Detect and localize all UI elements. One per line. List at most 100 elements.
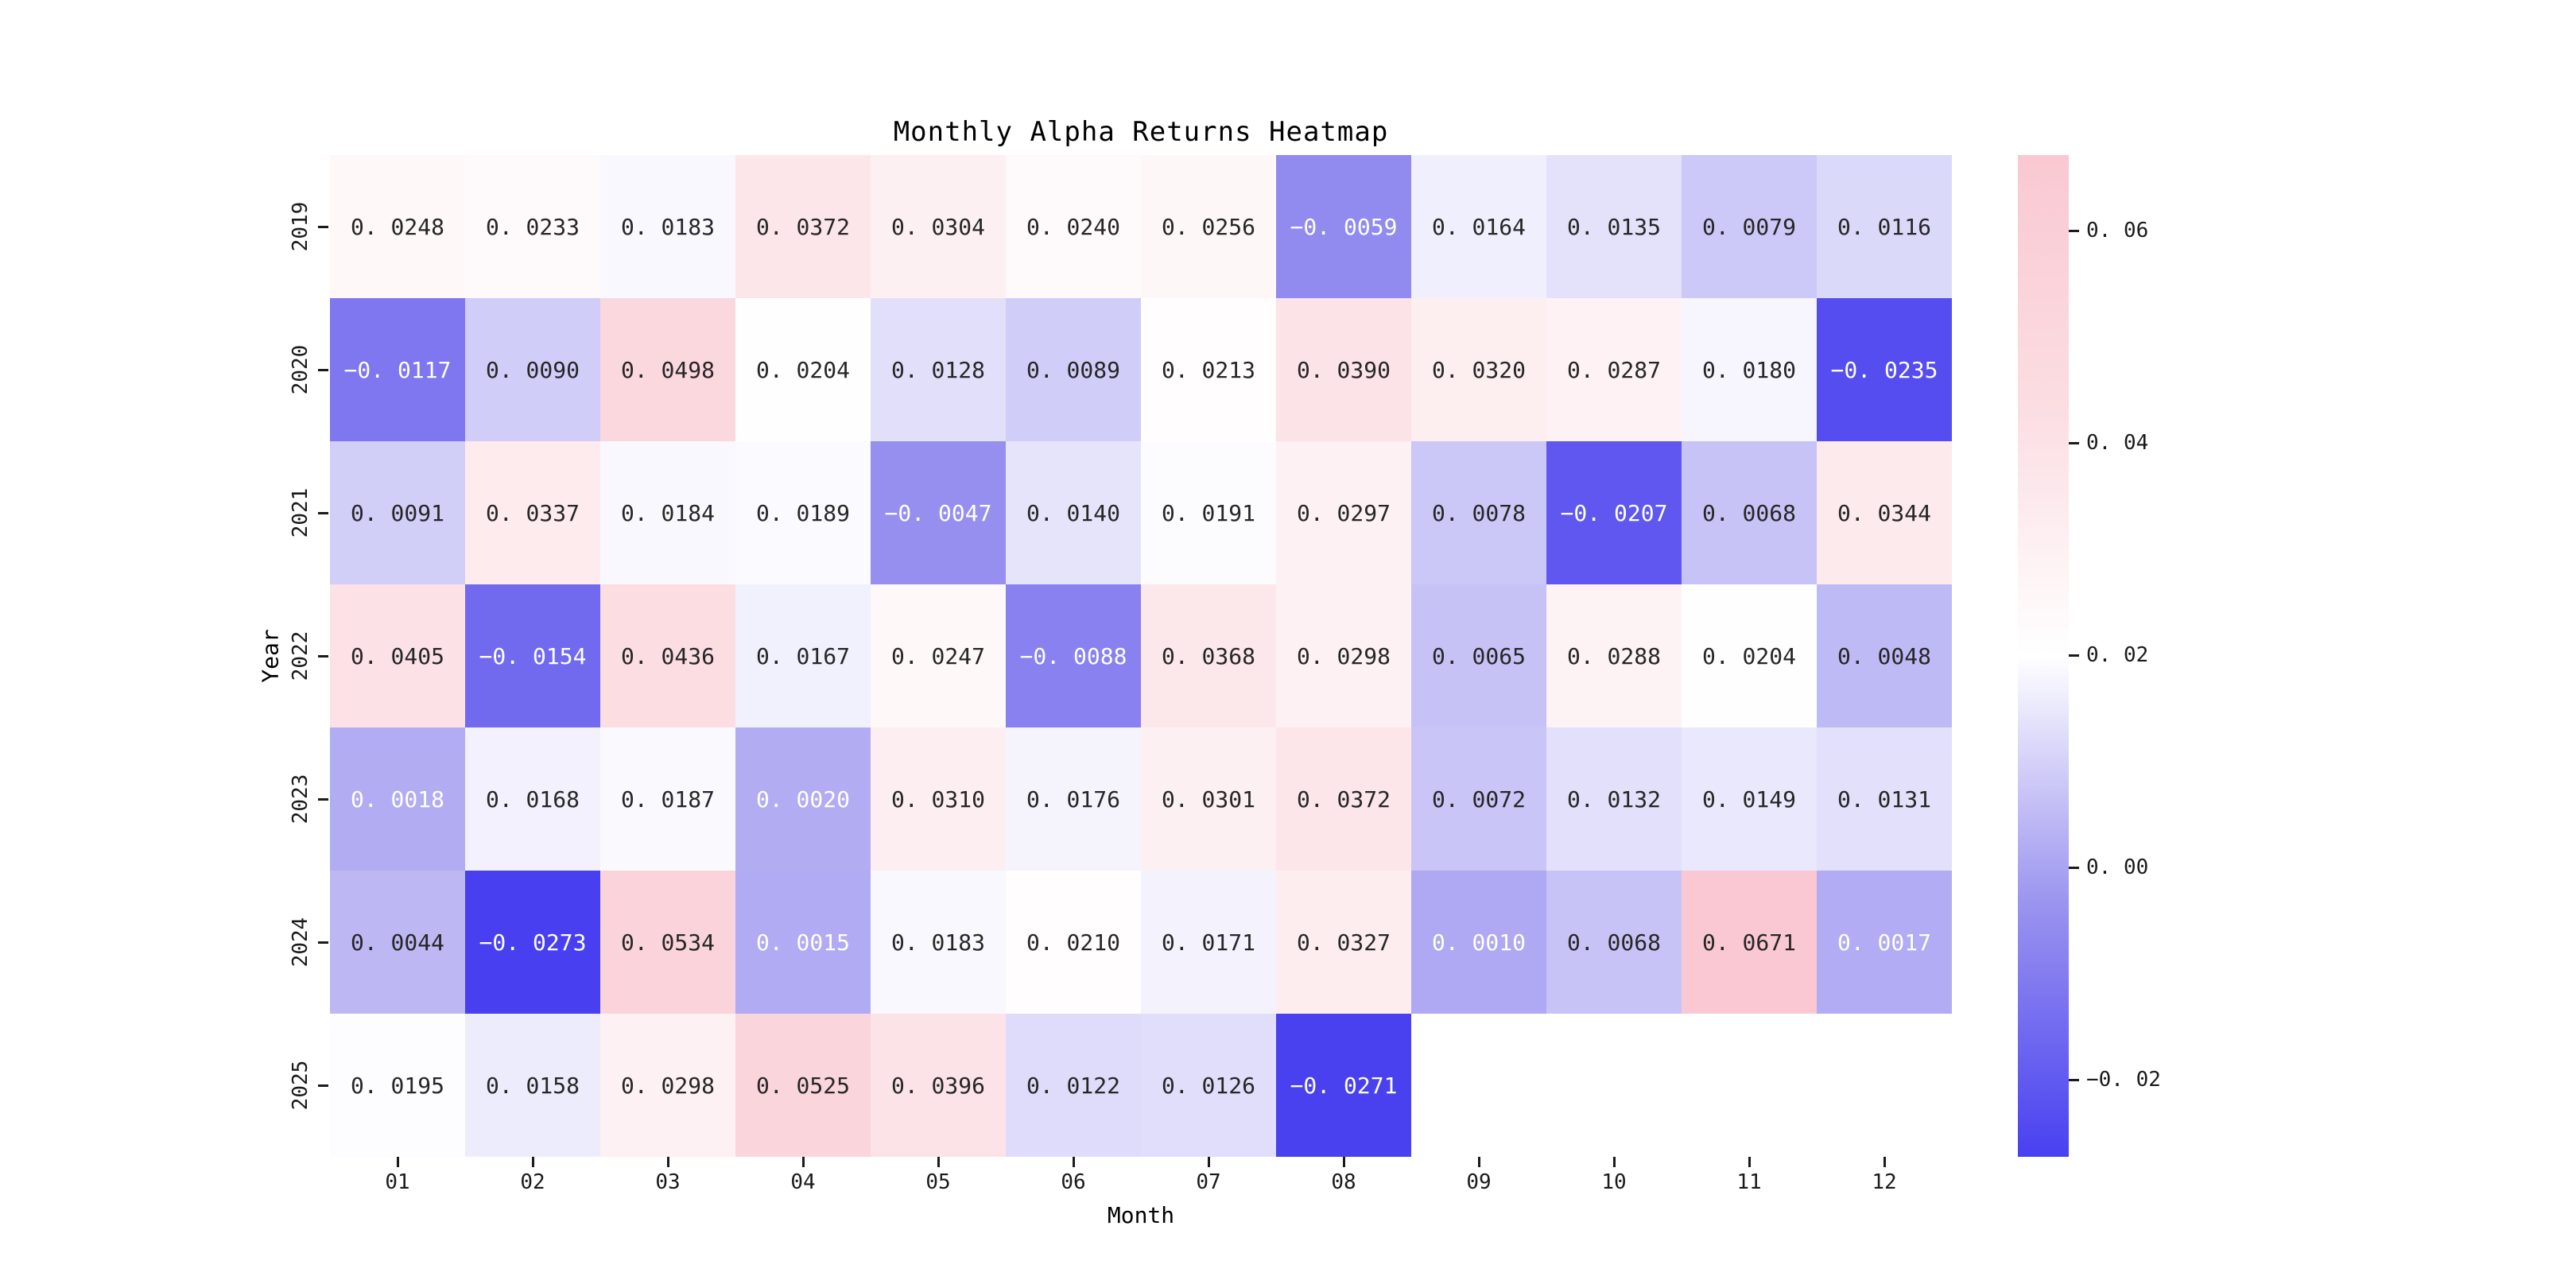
heatmap-cell: 0. 0180 <box>1682 298 1817 441</box>
colorbar-tick <box>2069 866 2079 869</box>
heatmap-cell: 0. 0020 <box>735 727 871 871</box>
colorbar-tick <box>2069 1078 2079 1081</box>
heatmap-cell: −0. 0117 <box>330 298 465 441</box>
heatmap-cell: −0. 0235 <box>1817 298 1952 441</box>
heatmap-cell: 0. 0204 <box>1682 584 1817 727</box>
x-tick-label: 06 <box>1061 1170 1086 1194</box>
heatmap-cell: −0. 0059 <box>1276 155 1411 298</box>
x-tick <box>1343 1157 1345 1167</box>
heatmap-cell: 0. 0010 <box>1411 871 1546 1014</box>
colorbar <box>2018 155 2069 1157</box>
heatmap-cell: −0. 0271 <box>1276 1014 1411 1157</box>
y-tick <box>318 941 328 944</box>
colorbar-tick-label: 0. 00 <box>2086 855 2149 879</box>
colorbar-tick <box>2069 441 2079 444</box>
heatmap-cell: 0. 0068 <box>1682 441 1817 584</box>
heatmap-cell: 0. 0390 <box>1276 298 1411 441</box>
heatmap-cell: 0. 0344 <box>1817 441 1952 584</box>
heatmap-cell: 0. 0168 <box>465 727 600 871</box>
y-tick <box>318 1084 328 1087</box>
x-tick-label: 05 <box>925 1170 951 1194</box>
x-tick-label: 07 <box>1196 1170 1221 1194</box>
x-tick-label: 01 <box>385 1170 410 1194</box>
heatmap-cell: 0. 0149 <box>1682 727 1817 871</box>
heatmap-cell: 0. 0131 <box>1817 727 1952 871</box>
heatmap-cell: 0. 0498 <box>600 298 735 441</box>
heatmap-cell: 0. 0396 <box>871 1014 1006 1157</box>
heatmap-cell: 0. 0213 <box>1141 298 1276 441</box>
y-tick <box>318 798 328 801</box>
heatmap-cell: 0. 0534 <box>600 871 735 1014</box>
heatmap-cell: 0. 0210 <box>1006 871 1141 1014</box>
heatmap-cell: 0. 0320 <box>1411 298 1546 441</box>
heatmap-cell: 0. 0247 <box>871 584 1006 727</box>
heatmap-cell: 0. 0368 <box>1141 584 1276 727</box>
y-tick-label: 2021 <box>289 487 312 538</box>
heatmap-cell: 0. 0525 <box>735 1014 871 1157</box>
heatmap-cell: 0. 0171 <box>1141 871 1276 1014</box>
heatmap-cell: 0. 0091 <box>330 441 465 584</box>
heatmap-cell: 0. 0158 <box>465 1014 600 1157</box>
x-tick <box>937 1157 940 1167</box>
heatmap-cell: 0. 0372 <box>735 155 871 298</box>
y-tick-label: 2024 <box>289 917 312 968</box>
heatmap-cell: 0. 0017 <box>1817 871 1952 1014</box>
colorbar-tick <box>2069 654 2079 657</box>
colorbar-tick-label: 0. 06 <box>2086 218 2149 242</box>
heatmap-cell: 0. 0072 <box>1411 727 1546 871</box>
heatmap-cell: 0. 0065 <box>1411 584 1546 727</box>
heatmap-cell: −0. 0047 <box>871 441 1006 584</box>
heatmap-cell: 0. 0140 <box>1006 441 1141 584</box>
heatmap-cell: 0. 0187 <box>600 727 735 871</box>
heatmap-cell: 0. 0132 <box>1546 727 1682 871</box>
heatmap-cell: 0. 0164 <box>1411 155 1546 298</box>
x-tick <box>1478 1157 1480 1167</box>
y-tick-label: 2019 <box>289 201 312 252</box>
colorbar-tick-label: −0. 02 <box>2086 1067 2161 1092</box>
heatmap-cell: 0. 0015 <box>735 871 871 1014</box>
heatmap-cell: 0. 0176 <box>1006 727 1141 871</box>
heatmap-plot-area: 0. 0248 0. 0233 0. 0183 0. 0372 0. 0304 0. 02… <box>330 155 1952 1157</box>
y-tick-label: 2025 <box>289 1060 312 1111</box>
heatmap-cell: 0. 0298 <box>1276 584 1411 727</box>
heatmap-cell: 0. 0184 <box>600 441 735 584</box>
heatmap-cell: 0. 0436 <box>600 584 735 727</box>
heatmap-cell: 0. 0337 <box>465 441 600 584</box>
x-tick <box>1073 1157 1075 1167</box>
heatmap-cell: 0. 0068 <box>1546 871 1682 1014</box>
heatmap-cell: 0. 0671 <box>1682 871 1817 1014</box>
x-tick-label: 09 <box>1466 1170 1492 1194</box>
heatmap-cell: 0. 0288 <box>1546 584 1682 727</box>
heatmap-cell: 0. 0126 <box>1141 1014 1276 1157</box>
chart-title: Monthly Alpha Returns Heatmap <box>893 116 1389 148</box>
y-tick <box>318 655 328 658</box>
heatmap-cell: 0. 0167 <box>735 584 871 727</box>
heatmap-cell: 0. 0372 <box>1276 727 1411 871</box>
heatmap-cell: 0. 0301 <box>1141 727 1276 871</box>
heatmap-cell: 0. 0327 <box>1276 871 1411 1014</box>
heatmap-cell: 0. 0048 <box>1817 584 1952 727</box>
colorbar-tick-label: 0. 04 <box>2086 430 2149 455</box>
heatmap-cell: 0. 0090 <box>465 298 600 441</box>
y-tick-label: 2023 <box>289 774 312 824</box>
heatmap-cell: 0. 0240 <box>1006 155 1141 298</box>
x-tick-label: 12 <box>1872 1170 1897 1194</box>
heatmap-cell: 0. 0044 <box>330 871 465 1014</box>
y-tick <box>318 226 328 228</box>
heatmap-cell: −0. 0273 <box>465 871 600 1014</box>
heatmap-cell: −0. 0154 <box>465 584 600 727</box>
x-tick <box>1748 1157 1751 1167</box>
x-tick-label: 11 <box>1736 1170 1762 1194</box>
x-tick-label: 04 <box>790 1170 816 1194</box>
heatmap-cell: 0. 0135 <box>1546 155 1682 298</box>
heatmap-cell: 0. 0183 <box>871 871 1006 1014</box>
heatmap-cell: 0. 0233 <box>465 155 600 298</box>
x-tick <box>532 1157 534 1167</box>
heatmap-cell: 0. 0089 <box>1006 298 1141 441</box>
colorbar-tick <box>2069 229 2079 232</box>
heatmap-cell: 0. 0287 <box>1546 298 1682 441</box>
heatmap-cell: 0. 0204 <box>735 298 871 441</box>
heatmap-cell: −0. 0088 <box>1006 584 1141 727</box>
y-axis-label: Year <box>257 629 284 683</box>
